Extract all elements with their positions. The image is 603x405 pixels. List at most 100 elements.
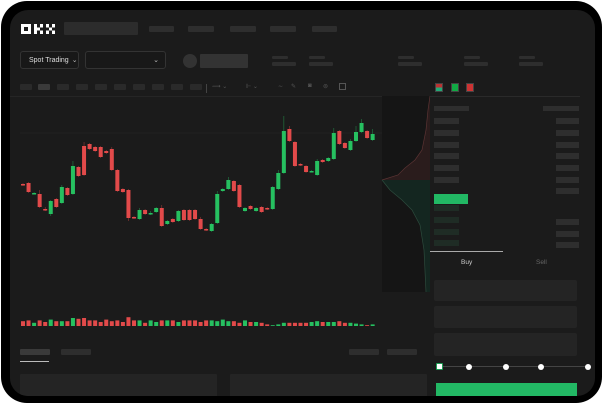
orderbook-view-both-icon[interactable]	[435, 83, 443, 92]
candle-body	[65, 188, 70, 195]
candle-body	[354, 132, 358, 141]
volume-bar	[98, 322, 103, 326]
candle-body	[70, 166, 75, 194]
candlestick-chart[interactable]	[10, 10, 430, 330]
nav-item[interactable]	[188, 26, 214, 32]
camera-icon[interactable]: ◙	[308, 83, 312, 89]
pair-dropdown[interactable]: ⌄	[85, 51, 166, 69]
market-type-dropdown[interactable]: Spot Trading ⌄	[20, 51, 79, 69]
candle-body	[48, 201, 53, 214]
toolbar-divider	[206, 84, 207, 93]
tab-order-history[interactable]	[61, 349, 91, 355]
candle-body	[181, 210, 186, 220]
total-input[interactable]	[434, 333, 577, 356]
timeframe-button[interactable]	[171, 84, 183, 90]
volume-bar	[93, 320, 98, 326]
buy-button[interactable]	[436, 383, 577, 396]
stat-label	[272, 56, 288, 59]
candle-body	[204, 229, 209, 231]
candle-body	[159, 208, 164, 226]
active-tab-underline	[20, 361, 49, 362]
volume-bar	[154, 322, 159, 326]
candle-body	[337, 131, 342, 144]
chart-toolbar-divider	[10, 96, 430, 97]
volume-bar	[281, 322, 286, 326]
candle-body	[82, 146, 87, 175]
draw-line-icon[interactable]: ∼	[278, 84, 284, 90]
okx-logo[interactable]	[21, 23, 58, 35]
bid-price	[434, 217, 459, 223]
amount-input[interactable]	[434, 306, 577, 328]
candle-body	[209, 224, 214, 231]
settings-icon[interactable]: ⊚	[323, 84, 329, 90]
volume-bar	[115, 320, 120, 326]
candle-body	[220, 189, 225, 191]
tab-open-orders[interactable]	[20, 349, 50, 355]
candle-body	[54, 199, 59, 207]
candle-body	[154, 208, 159, 212]
slider-step[interactable]	[466, 364, 472, 370]
filter-button[interactable]	[349, 349, 379, 355]
price-input[interactable]	[434, 280, 577, 301]
timeframe-button[interactable]	[20, 84, 32, 90]
pencil-icon[interactable]: ✎	[291, 84, 297, 90]
indicator-icon[interactable]: ⟿ ⌄	[212, 84, 228, 90]
volume-bar	[237, 322, 242, 326]
orderbook-view-bids-icon[interactable]	[451, 83, 459, 92]
slider-step[interactable]	[503, 364, 509, 370]
stat-label	[398, 56, 414, 59]
nav-item[interactable]	[149, 26, 174, 32]
timeframe-button[interactable]	[133, 84, 145, 90]
slider-handle[interactable]	[436, 363, 443, 370]
candle-body	[304, 166, 309, 172]
timeframe-button[interactable]	[76, 84, 88, 90]
bid-amount	[556, 219, 579, 225]
orderbook-view-asks-icon[interactable]	[466, 83, 474, 92]
timeframe-button[interactable]	[190, 84, 202, 90]
volume-bar	[265, 324, 270, 326]
filter-button[interactable]	[387, 349, 417, 355]
timeframe-button[interactable]	[57, 84, 69, 90]
volume-bar	[204, 320, 209, 326]
volume-bar	[370, 324, 375, 326]
volume-bar	[137, 320, 142, 326]
stat-value	[464, 62, 488, 66]
ask-amount	[556, 130, 579, 136]
nav-item[interactable]	[230, 26, 256, 32]
leverage-slider[interactable]	[440, 366, 590, 367]
candle-body	[320, 160, 325, 162]
order-tabs-underline	[430, 251, 503, 252]
candle-body	[109, 149, 114, 170]
nav-item[interactable]	[312, 26, 337, 32]
timeframe-button[interactable]	[95, 84, 107, 90]
candle-body	[237, 185, 242, 207]
candle-body	[21, 184, 25, 186]
volume-bar	[109, 321, 114, 326]
fullscreen-icon[interactable]	[339, 83, 346, 90]
volume-bar	[243, 320, 247, 326]
volume-bar	[165, 320, 170, 326]
candle-body	[365, 131, 370, 138]
volume-bar	[32, 322, 37, 326]
volume-bar	[82, 318, 87, 326]
volume-bar	[76, 318, 81, 326]
slider-step[interactable]	[538, 364, 544, 370]
buy-tab[interactable]: Buy	[461, 259, 473, 266]
bid-price	[434, 205, 459, 211]
timeframe-button[interactable]	[152, 84, 164, 90]
candle-type-icon[interactable]: ⊩ ⌄	[246, 84, 258, 90]
volume-bar	[159, 320, 164, 326]
candle-body	[98, 147, 103, 157]
search-bar[interactable]	[64, 22, 138, 35]
sell-tab[interactable]: Sell	[536, 259, 547, 266]
nav-item[interactable]	[270, 26, 296, 32]
volume-bar	[54, 321, 59, 326]
timeframe-button[interactable]	[114, 84, 126, 90]
candle-body	[59, 187, 64, 203]
candle-body	[37, 194, 42, 207]
volume-bar	[43, 322, 48, 326]
timeframe-button[interactable]	[38, 84, 50, 90]
volume-bar	[65, 321, 70, 326]
slider-step[interactable]	[585, 364, 591, 370]
